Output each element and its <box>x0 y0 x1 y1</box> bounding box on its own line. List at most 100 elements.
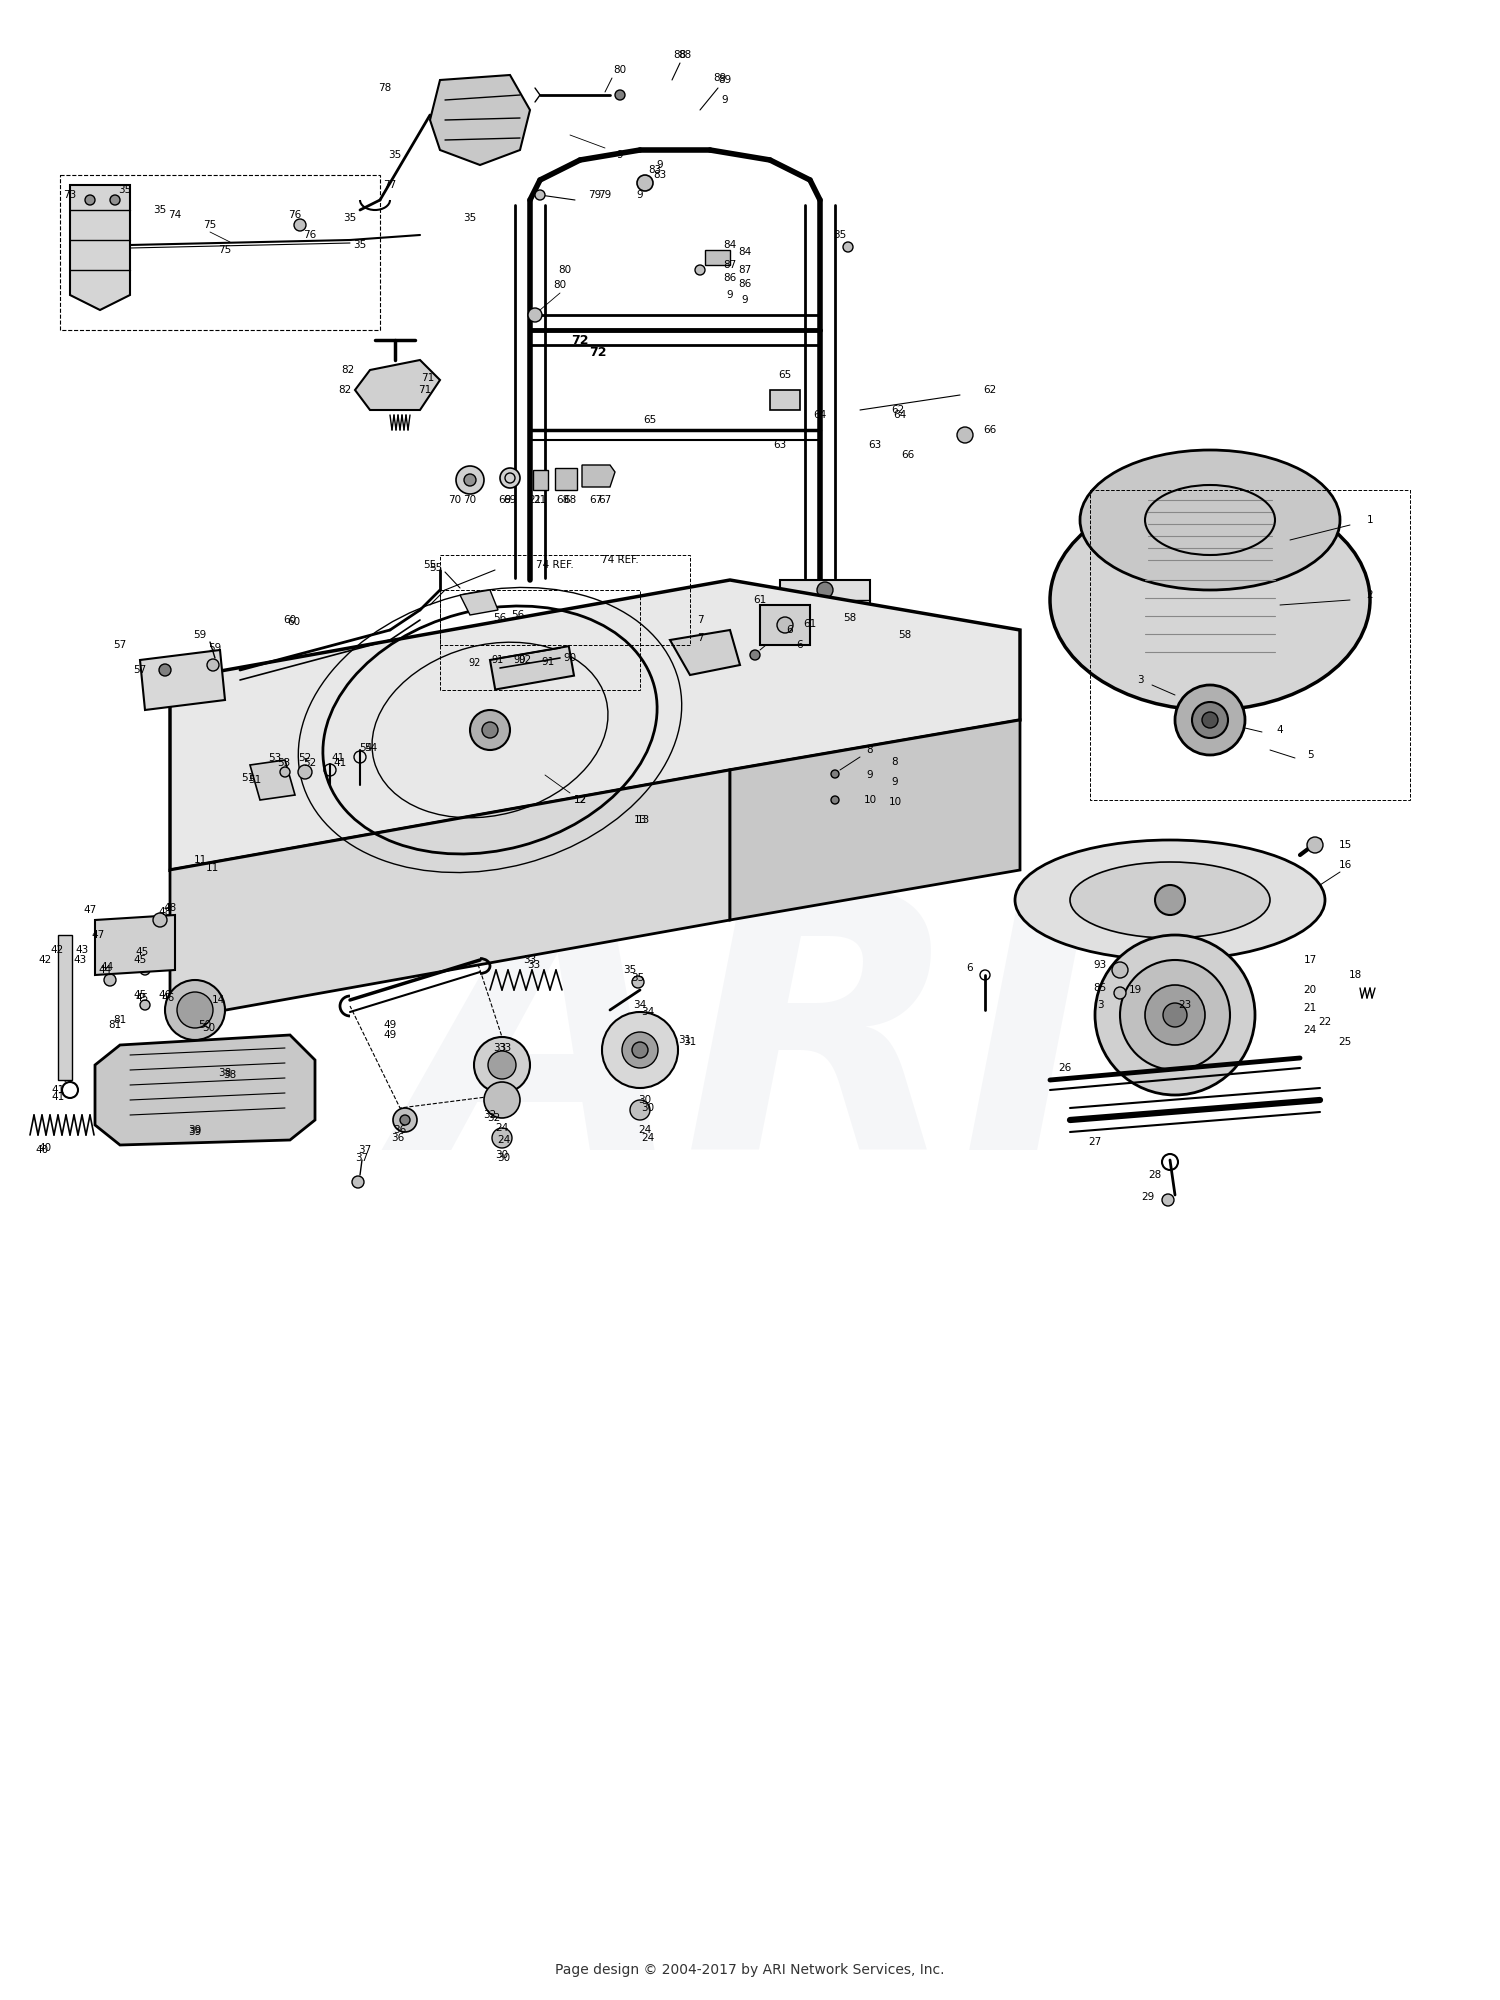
Text: 53: 53 <box>278 758 291 768</box>
Text: 65: 65 <box>644 416 657 426</box>
Polygon shape <box>251 760 296 800</box>
Text: 3: 3 <box>1137 676 1143 684</box>
Bar <box>440 554 690 644</box>
Text: 81: 81 <box>108 1020 122 1030</box>
Text: 13: 13 <box>633 816 646 824</box>
Text: 90: 90 <box>514 656 526 664</box>
Circle shape <box>1155 884 1185 916</box>
Text: 48: 48 <box>164 904 177 912</box>
Ellipse shape <box>177 992 213 1028</box>
Text: 8: 8 <box>867 744 873 754</box>
Polygon shape <box>670 630 740 676</box>
Circle shape <box>484 1082 520 1118</box>
Text: 9: 9 <box>741 294 748 304</box>
Text: 56: 56 <box>512 610 525 620</box>
Text: 68: 68 <box>564 494 576 504</box>
Text: 18: 18 <box>1348 970 1362 980</box>
Text: 58: 58 <box>843 612 856 624</box>
Circle shape <box>400 1116 410 1124</box>
Text: 24: 24 <box>1304 1024 1317 1036</box>
Circle shape <box>207 660 219 672</box>
Text: 89: 89 <box>714 72 726 82</box>
Text: 46: 46 <box>162 992 174 1004</box>
Text: 74 REF.: 74 REF. <box>602 554 639 564</box>
Text: 92: 92 <box>519 656 531 664</box>
Circle shape <box>777 616 794 632</box>
Text: 30: 30 <box>498 1152 510 1164</box>
Circle shape <box>140 1000 150 1010</box>
Circle shape <box>393 1108 417 1132</box>
Text: 89: 89 <box>718 74 732 84</box>
Text: 31: 31 <box>678 1036 692 1044</box>
Text: 9: 9 <box>616 150 624 160</box>
Text: 35: 35 <box>153 206 166 214</box>
Text: 26: 26 <box>1059 1064 1071 1072</box>
Text: 51: 51 <box>242 772 255 782</box>
Text: 30: 30 <box>639 1096 651 1104</box>
Text: 16: 16 <box>1338 860 1352 870</box>
Circle shape <box>1202 712 1218 728</box>
Circle shape <box>104 974 116 986</box>
Text: 69: 69 <box>504 494 516 504</box>
Text: 24: 24 <box>498 1136 510 1144</box>
Text: 6: 6 <box>966 964 974 974</box>
Text: 9: 9 <box>636 190 644 200</box>
Text: 38: 38 <box>224 1070 237 1080</box>
Text: 2: 2 <box>1366 590 1374 600</box>
Polygon shape <box>582 464 615 486</box>
Text: 63: 63 <box>868 440 882 450</box>
Text: 7: 7 <box>696 632 703 644</box>
Text: 45: 45 <box>135 948 148 958</box>
Text: 86: 86 <box>723 272 736 282</box>
Text: 59: 59 <box>194 630 207 640</box>
Text: 58: 58 <box>898 630 912 640</box>
Text: 76: 76 <box>288 210 302 220</box>
Text: 78: 78 <box>378 82 392 92</box>
Text: 80: 80 <box>554 280 567 290</box>
Text: 19: 19 <box>1128 984 1142 994</box>
Text: 35: 35 <box>624 966 636 976</box>
Text: 60: 60 <box>288 616 300 628</box>
Circle shape <box>694 264 705 274</box>
Text: 12: 12 <box>573 794 586 804</box>
Text: 72: 72 <box>590 346 606 358</box>
Text: 40: 40 <box>36 1144 48 1156</box>
Polygon shape <box>356 360 440 410</box>
Text: 67: 67 <box>598 494 612 504</box>
Text: 66: 66 <box>902 450 915 460</box>
Text: 36: 36 <box>392 1132 405 1144</box>
Text: 80: 80 <box>558 264 572 274</box>
Bar <box>705 250 730 264</box>
Text: 25: 25 <box>1338 1036 1352 1048</box>
Circle shape <box>818 582 833 598</box>
Circle shape <box>159 664 171 676</box>
Polygon shape <box>140 650 225 710</box>
Text: 65: 65 <box>778 370 792 380</box>
Text: 50: 50 <box>202 1024 216 1032</box>
Polygon shape <box>460 590 498 616</box>
Text: 90: 90 <box>564 652 576 664</box>
Text: 76: 76 <box>303 230 316 240</box>
Circle shape <box>1162 1194 1174 1206</box>
Text: 81: 81 <box>114 1016 126 1024</box>
Text: 21: 21 <box>528 494 542 504</box>
Text: 14: 14 <box>211 994 225 1004</box>
Text: 75: 75 <box>204 220 216 230</box>
Text: 66: 66 <box>984 426 996 436</box>
Text: 47: 47 <box>92 930 105 940</box>
Text: 10: 10 <box>864 794 876 804</box>
Text: 39: 39 <box>189 1124 201 1136</box>
Polygon shape <box>730 720 1020 920</box>
Text: 79: 79 <box>588 190 602 200</box>
Circle shape <box>602 1012 678 1088</box>
Circle shape <box>622 1032 658 1068</box>
Text: 67: 67 <box>590 494 603 504</box>
Text: 83: 83 <box>648 166 662 176</box>
Circle shape <box>153 912 166 928</box>
Text: 42: 42 <box>39 956 51 966</box>
Bar <box>760 604 810 644</box>
Text: 68: 68 <box>556 494 570 504</box>
Text: 33: 33 <box>528 960 540 970</box>
Text: 47: 47 <box>84 904 96 916</box>
Text: 41: 41 <box>51 1084 64 1096</box>
